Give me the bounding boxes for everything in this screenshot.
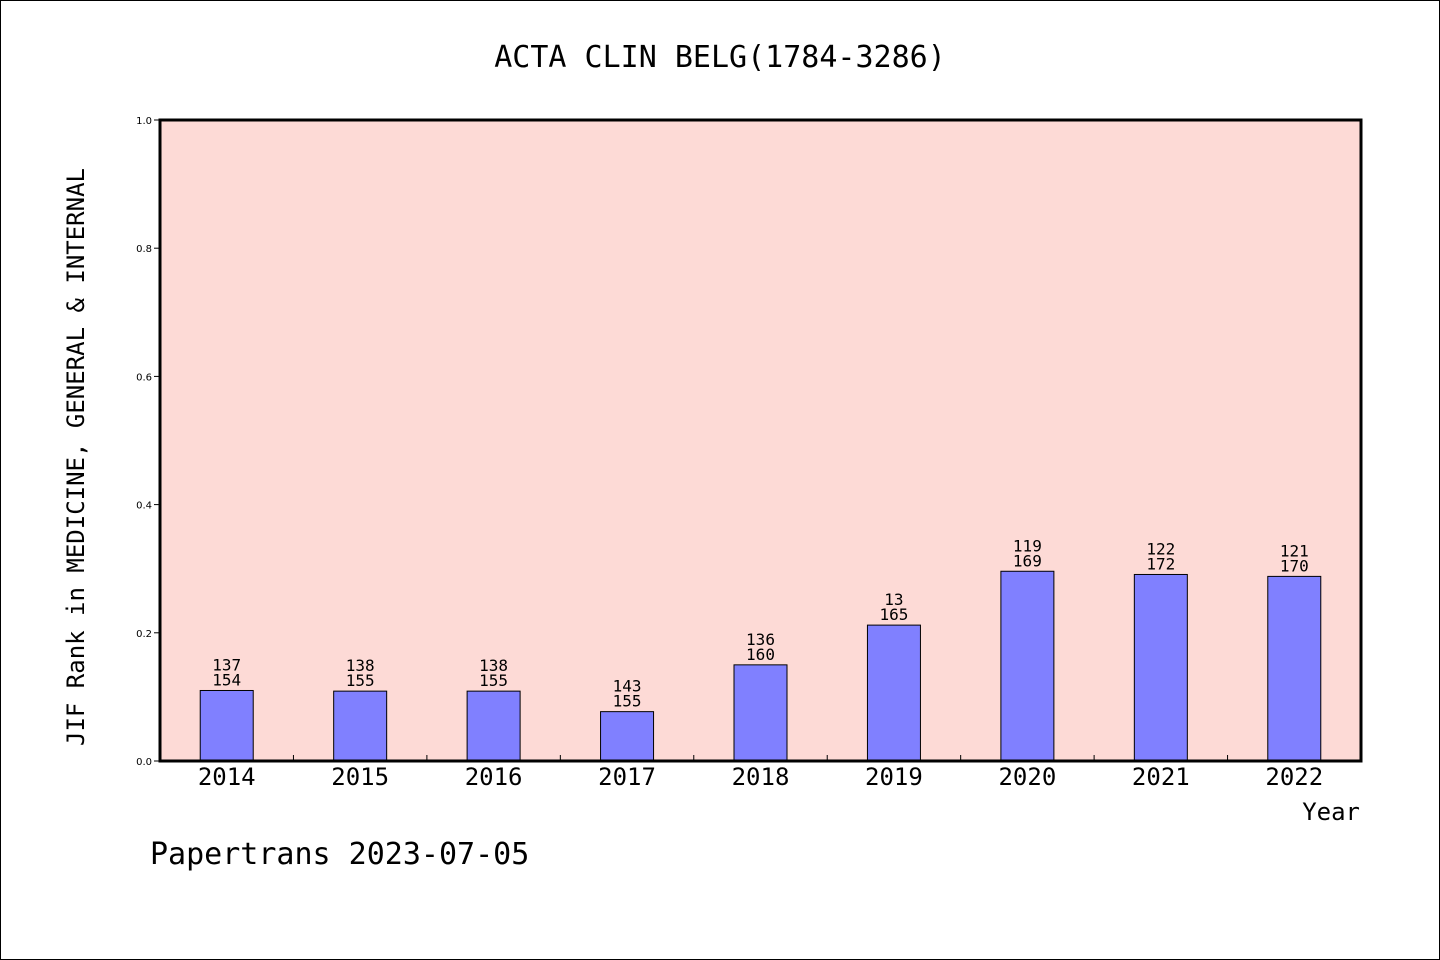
bar-2020: [1000, 570, 1055, 762]
x-tick-label: 2017: [598, 763, 656, 791]
bar-total-label: 154: [212, 670, 241, 689]
x-tick-label: 2014: [198, 763, 256, 791]
y-tick-label: 0.4: [136, 501, 152, 512]
plot-border: [158, 118, 1363, 763]
bar-total-label: 155: [613, 692, 642, 711]
x-tick-label: 2021: [1132, 763, 1190, 791]
bar-2018: [733, 664, 788, 762]
y-tick-label: 0.8: [136, 244, 152, 255]
x-tick-label: 2022: [1265, 763, 1323, 791]
bar-2019: [866, 624, 921, 762]
bar-2022: [1267, 575, 1322, 762]
x-tick-label: 2016: [465, 763, 523, 791]
y-tick-label: 0.2: [136, 629, 152, 640]
bar-rank-label: 137: [212, 655, 241, 674]
bar-2017: [600, 711, 655, 762]
x-tick-label: 2015: [331, 763, 389, 791]
x-tick-label: 2020: [998, 763, 1056, 791]
bar-total-label: 170: [1280, 556, 1309, 575]
x-axis-label: Year: [1302, 798, 1360, 826]
bar-2014: [199, 689, 254, 762]
x-tick-label: 2018: [732, 763, 790, 791]
bar-2016: [466, 690, 521, 762]
y-tick-label: 1.0: [136, 116, 152, 127]
y-axis-label: JIF Rank in MEDICINE, GENERAL & INTERNAL: [62, 168, 90, 746]
bar-rank-label: 119: [1013, 536, 1042, 555]
bar-total-label: 155: [479, 671, 508, 690]
footer-credit: Papertrans 2023-07-05: [150, 837, 529, 872]
bar-total-label: 160: [746, 645, 775, 664]
bar-rank-label: 13: [884, 590, 903, 609]
bar-total-label: 155: [346, 671, 375, 690]
bar-series: [199, 570, 1322, 762]
y-tick-label: 0.6: [136, 372, 152, 383]
bar-total-label: 169: [1013, 551, 1042, 570]
bar-total-label: 172: [1146, 554, 1175, 573]
bar-2021: [1133, 573, 1188, 762]
bar-rank-label: 143: [613, 677, 642, 696]
bar-rank-label: 122: [1146, 539, 1175, 558]
bar-rank-label: 138: [346, 656, 375, 675]
y-tick-label: 0.0: [136, 757, 152, 768]
bar-total-label: 165: [879, 605, 908, 624]
x-axis-ticks: 2014 2015 2016 2017 2018 2019 2020 2021 2022: [198, 755, 1323, 791]
chart-title: ACTA CLIN BELG(1784-3286): [494, 40, 946, 75]
bar-rank-label: 121: [1280, 541, 1309, 560]
bar-rank-label: 136: [746, 630, 775, 649]
bar-2015: [333, 690, 388, 762]
y-axis-ticks: 0.0 0.2 0.4 0.6 0.8 1.0: [136, 116, 160, 768]
bar-rank-label: 138: [479, 656, 508, 675]
x-tick-label: 2019: [865, 763, 923, 791]
